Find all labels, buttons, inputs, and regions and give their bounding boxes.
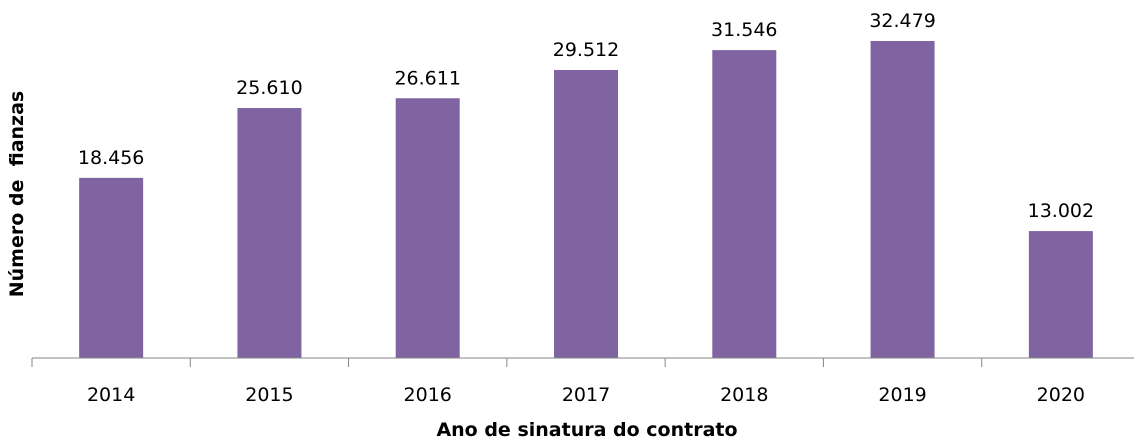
x-tick-labels-group: 2014 2015 2016 2017 2018 2019 2020 bbox=[87, 384, 1085, 406]
bar-2018 bbox=[712, 50, 777, 358]
bars-group bbox=[79, 41, 1093, 359]
x-tick-label-2015: 2015 bbox=[245, 384, 293, 406]
bar-2020 bbox=[1028, 231, 1093, 358]
x-tick-label-2017: 2017 bbox=[562, 384, 610, 406]
x-tick-label-2014: 2014 bbox=[87, 384, 135, 406]
bar-2015 bbox=[237, 108, 302, 359]
bar-2019 bbox=[870, 41, 935, 358]
x-tick-label-2019: 2019 bbox=[878, 384, 926, 406]
bar-2016 bbox=[395, 98, 460, 358]
data-label-2020: 13.002 bbox=[1028, 200, 1094, 222]
data-labels-group: 18.456 25.610 26.611 29.512 31.546 32.479 13.0… bbox=[78, 10, 1094, 222]
data-label-2019: 32.479 bbox=[869, 10, 935, 32]
x-axis-title: Ano de sinatura do contrato bbox=[436, 419, 737, 441]
bar-2017 bbox=[554, 69, 618, 358]
x-tick-label-2018: 2018 bbox=[720, 384, 768, 406]
data-label-2017: 29.512 bbox=[553, 39, 619, 61]
data-label-2014: 18.456 bbox=[78, 147, 144, 169]
x-tick-label-2016: 2016 bbox=[404, 384, 452, 406]
y-axis-title: Número de fianzas bbox=[6, 91, 28, 298]
bar-2014 bbox=[79, 177, 144, 358]
x-tick-label-2020: 2020 bbox=[1037, 384, 1085, 406]
data-label-2016: 26.611 bbox=[394, 67, 460, 89]
data-label-2015: 25.610 bbox=[236, 77, 302, 99]
data-label-2018: 31.546 bbox=[711, 19, 777, 41]
x-ticks-group bbox=[31, 358, 983, 367]
